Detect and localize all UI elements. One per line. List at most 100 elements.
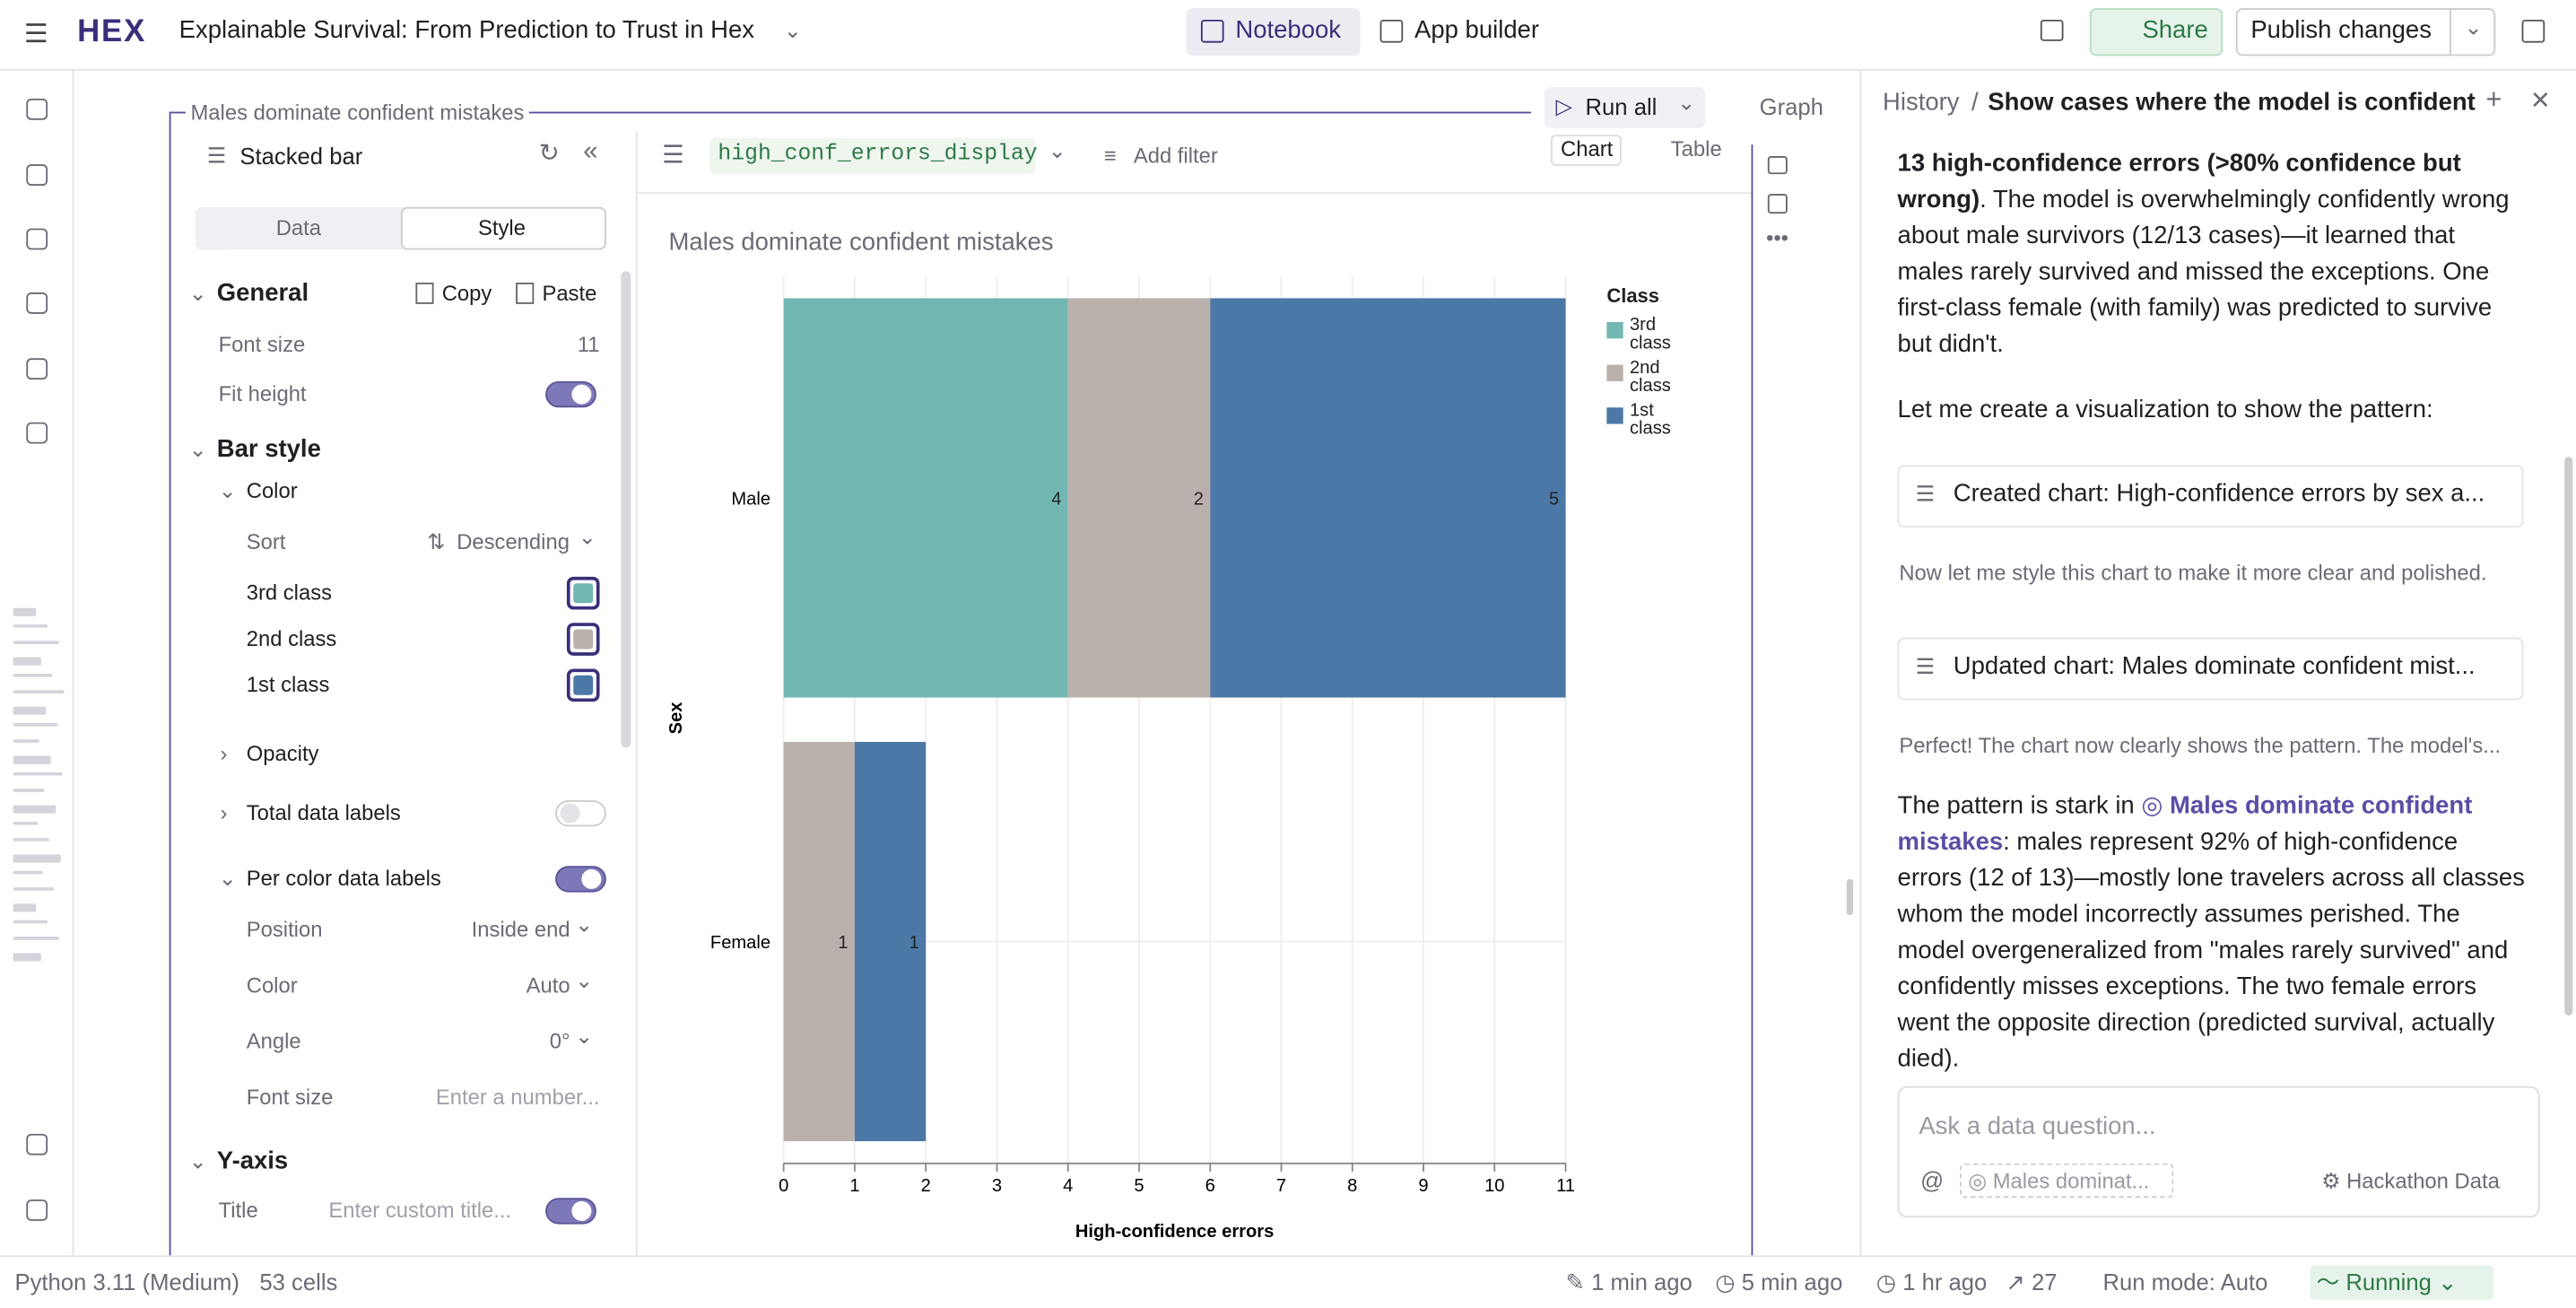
- value[interactable]: 11: [577, 331, 600, 357]
- label[interactable]: Color: [246, 478, 298, 503]
- outline-item[interactable]: [13, 673, 53, 677]
- config-tab[interactable]: Data: [275, 214, 322, 240]
- run-button[interactable]: [1544, 87, 1706, 128]
- dataframe[interactable]: high_conf_errors_display: [718, 143, 1038, 168]
- tab[interactable]: Notebook: [1235, 16, 1342, 45]
- outline-item[interactable]: [13, 706, 47, 715]
- rail-icon[interactable]: [26, 1199, 48, 1221]
- cell-link[interactable]: Males dominate confident mistakes: [1897, 791, 2473, 857]
- placeholder[interactable]: Ask a data question...: [1919, 1112, 2156, 1141]
- outline-item[interactable]: [13, 887, 55, 891]
- state-bg[interactable]: [2310, 1265, 2494, 1300]
- swatch[interactable]: [566, 623, 600, 656]
- outline-item[interactable]: [13, 739, 39, 743]
- more-icon[interactable]: •••: [1766, 224, 1789, 250]
- app-icon[interactable]: [2521, 19, 2546, 43]
- value[interactable]: Inside end: [471, 917, 570, 942]
- view-tab[interactable]: Table: [1670, 136, 1722, 161]
- card[interactable]: [1897, 637, 2524, 701]
- toggle[interactable]: [545, 1198, 596, 1225]
- publish-button[interactable]: [2235, 8, 2496, 57]
- outline-item[interactable]: [13, 903, 37, 912]
- chevron[interactable]: ⌄: [188, 1148, 207, 1173]
- outline-item[interactable]: [13, 657, 41, 666]
- outline-item[interactable]: [13, 641, 59, 644]
- section-title[interactable]: Y-axis: [216, 1147, 289, 1175]
- section-title[interactable]: General: [216, 279, 309, 308]
- copy[interactable]: Copy: [441, 281, 492, 306]
- logo[interactable]: HEX: [77, 14, 147, 49]
- chevron[interactable]: ›: [220, 800, 228, 825]
- chart-kind[interactable]: Stacked bar: [239, 143, 363, 170]
- chevron[interactable]: ⌄: [783, 18, 802, 43]
- reset-icon[interactable]: ↻: [538, 139, 560, 168]
- outline-item[interactable]: [13, 772, 63, 776]
- input[interactable]: Enter custom title...: [328, 1198, 512, 1223]
- swatch[interactable]: [566, 668, 600, 702]
- run-label[interactable]: Run all: [1585, 93, 1658, 120]
- chevron[interactable]: ⌄: [218, 478, 237, 503]
- chevron[interactable]: ⌄: [1677, 90, 1696, 116]
- list-icon[interactable]: ☰: [662, 141, 684, 170]
- rail-icon[interactable]: [26, 164, 48, 186]
- rail-icon[interactable]: [26, 292, 48, 314]
- outline-item[interactable]: [13, 607, 37, 616]
- chevron[interactable]: ⌄: [188, 437, 207, 462]
- rail-icon[interactable]: [26, 98, 48, 120]
- chevron[interactable]: ⌄: [2464, 14, 2483, 39]
- outline-item[interactable]: [13, 789, 45, 792]
- chevron[interactable]: ⌄: [578, 524, 596, 549]
- comment-icon[interactable]: [2040, 19, 2064, 41]
- outline-item[interactable]: [13, 920, 48, 924]
- collapse-icon[interactable]: «: [583, 137, 598, 166]
- cell-title[interactable]: Males dominate confident mistakes: [185, 98, 529, 128]
- label[interactable]: Opacity: [246, 741, 319, 766]
- config-tab[interactable]: Style: [478, 214, 526, 240]
- section-title[interactable]: Bar style: [216, 435, 321, 464]
- outline-item[interactable]: [13, 854, 61, 863]
- kernel[interactable]: Python 3.11 (Medium): [14, 1269, 239, 1295]
- rail-icon[interactable]: [26, 228, 48, 250]
- icon[interactable]: [1767, 194, 1788, 214]
- outline-item[interactable]: [13, 722, 58, 727]
- new-icon[interactable]: +: [2485, 83, 2502, 116]
- graph-label[interactable]: Graph: [1759, 93, 1823, 120]
- value[interactable]: 0°: [549, 1028, 570, 1054]
- chevron[interactable]: ›: [220, 741, 228, 766]
- value[interactable]: Auto: [526, 972, 570, 998]
- outline-item[interactable]: [13, 755, 51, 764]
- outline-item[interactable]: [13, 821, 39, 825]
- outline-item[interactable]: [13, 838, 49, 841]
- chevron[interactable]: ⌄: [188, 281, 207, 306]
- share-button[interactable]: [2089, 8, 2224, 57]
- chat-input[interactable]: [1897, 1086, 2540, 1218]
- rail-icon[interactable]: [26, 1133, 48, 1155]
- label[interactable]: 3rd class: [246, 580, 333, 606]
- mention-icon[interactable]: @: [1920, 1166, 1945, 1193]
- card-label[interactable]: Updated chart: Males dominate confident …: [1953, 652, 2476, 681]
- input[interactable]: Enter a number...: [435, 1084, 600, 1110]
- outline-item[interactable]: [13, 937, 59, 940]
- rail-icon[interactable]: [26, 422, 48, 444]
- tab[interactable]: App builder: [1414, 16, 1540, 45]
- project-title[interactable]: Explainable Survival: From Prediction to…: [178, 16, 755, 45]
- card[interactable]: [1897, 465, 2524, 528]
- chevron[interactable]: ⌄: [575, 1024, 594, 1049]
- label[interactable]: Per color data labels: [246, 866, 441, 891]
- toggle[interactable]: [555, 800, 606, 827]
- chip-label[interactable]: ◎ Males dominat...: [1968, 1168, 2150, 1193]
- outline-item[interactable]: [13, 953, 41, 962]
- resize-handle[interactable]: [1846, 878, 1854, 916]
- close-icon[interactable]: ✕: [2529, 87, 2551, 116]
- chevron[interactable]: ⌄: [575, 911, 594, 937]
- card-label[interactable]: Created chart: High-confidence errors by…: [1953, 479, 2485, 508]
- chevron[interactable]: ⌄: [218, 866, 237, 891]
- chevron[interactable]: ⌄: [575, 967, 594, 993]
- publish-label[interactable]: Publish changes: [2250, 16, 2432, 45]
- view-tab[interactable]: Chart: [1561, 136, 1614, 161]
- history[interactable]: History: [1883, 88, 1960, 118]
- rail-icon[interactable]: [26, 358, 48, 380]
- outline-item[interactable]: [13, 624, 48, 628]
- run-mode[interactable]: Run mode: Auto: [2102, 1269, 2268, 1295]
- swatch[interactable]: [566, 576, 600, 610]
